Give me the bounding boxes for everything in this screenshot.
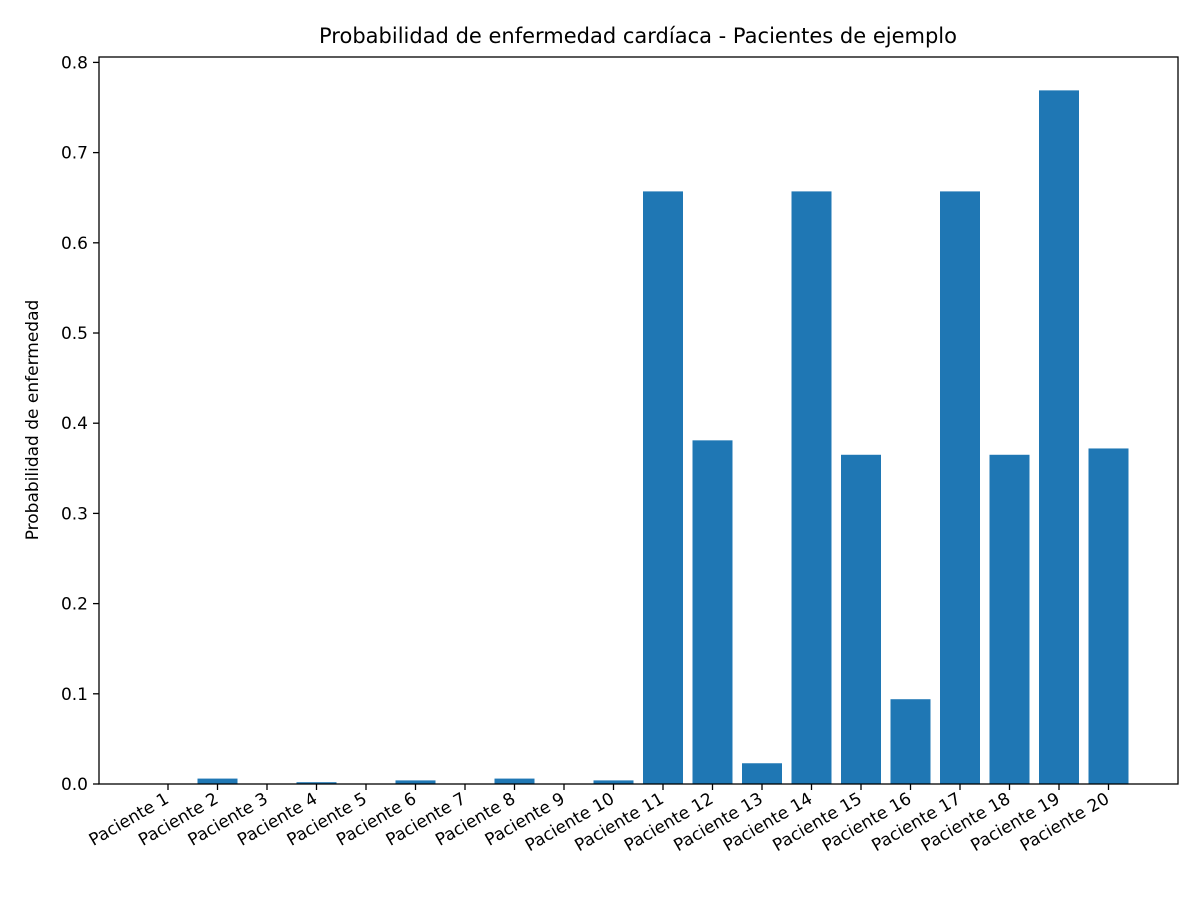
bar (692, 440, 733, 784)
bar (593, 780, 634, 784)
bar (494, 778, 535, 784)
bar (296, 782, 337, 784)
bar (643, 191, 683, 785)
y-tick-label: 0.5 (61, 324, 88, 344)
bar (890, 699, 931, 784)
y-tick-label: 0.0 (61, 775, 88, 795)
chart-title: Probabilidad de enfermedad cardíaca - Pa… (319, 24, 957, 48)
bars-group (148, 90, 1129, 785)
bar (1088, 448, 1129, 784)
bar (791, 191, 832, 785)
plot-frame (98, 56, 1179, 785)
y-tick-label: 0.8 (61, 53, 88, 73)
y-tick-label: 0.3 (61, 504, 88, 524)
y-tick-label: 0.7 (61, 144, 88, 164)
bar (940, 191, 980, 785)
bar (395, 780, 436, 784)
y-tick-label: 0.2 (61, 595, 88, 615)
y-axis: 0.0 0.1 0.2 0.3 0.4 0.5 0.6 0.7 0.8 (61, 53, 99, 795)
bar (989, 454, 1030, 784)
y-tick-label: 0.4 (61, 414, 88, 434)
bar (197, 778, 238, 784)
bar (841, 454, 881, 784)
bar (742, 763, 782, 784)
y-axis-label: Probabilidad de enfermedad (23, 300, 43, 541)
y-tick-label: 0.1 (61, 685, 88, 705)
y-tick-label: 0.6 (61, 234, 88, 254)
bar (1039, 90, 1079, 784)
